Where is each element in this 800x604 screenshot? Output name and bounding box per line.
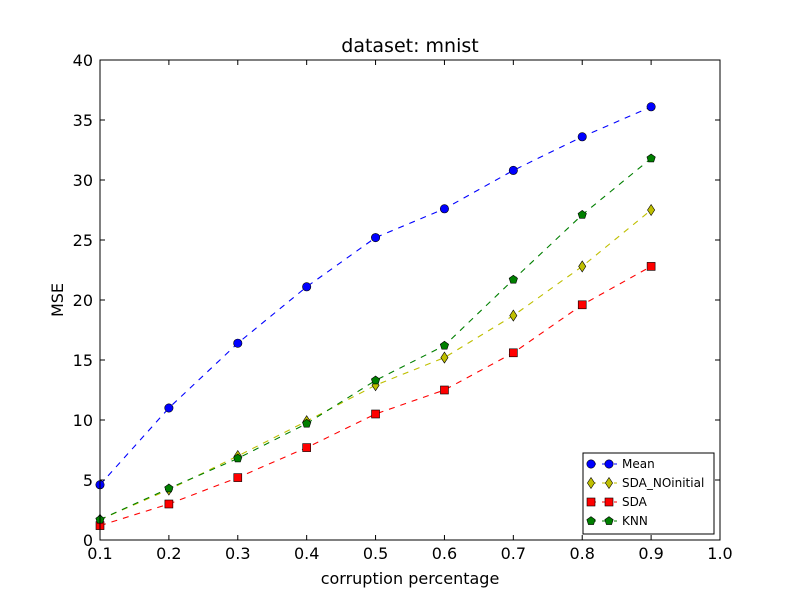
x-tick-label: 0.2 — [156, 544, 181, 563]
data-point-mean — [371, 233, 381, 243]
legend-marker-knn — [604, 516, 614, 525]
data-point-mean — [164, 403, 174, 413]
data-point-sda — [233, 473, 243, 482]
data-point-sda — [509, 348, 518, 358]
legend-marker-mean — [586, 459, 596, 469]
data-point-sda — [302, 443, 311, 452]
data-point-knn — [646, 153, 656, 163]
data-point-knn — [577, 210, 587, 219]
y-tick-label: 0 — [83, 531, 93, 550]
data-point-knn — [233, 453, 243, 463]
x-tick-label: 0.6 — [432, 544, 457, 563]
x-tick-label: 0.7 — [501, 544, 526, 563]
data-point-sda — [577, 300, 587, 310]
data-point-sda-noinitial — [440, 351, 449, 364]
y-tick-label: 30 — [73, 171, 93, 190]
x-tick-label: 0.1 — [87, 544, 112, 563]
data-point-knn — [439, 340, 449, 350]
chart-title: dataset: mnist — [341, 35, 478, 57]
legend-marker-sda — [604, 497, 614, 507]
legend-label-sda: SDA — [622, 495, 648, 509]
data-point-mean — [508, 165, 518, 175]
y-tick-label: 10 — [73, 411, 93, 430]
data-point-mean — [577, 132, 587, 142]
series-line-sda-noinitial — [99, 209, 652, 521]
legend-label-mean: Mean — [622, 457, 655, 471]
x-tick-label: 0.3 — [225, 544, 250, 563]
series-line-knn — [99, 157, 652, 521]
legend-marker-sda-noinitial — [605, 476, 613, 490]
x-axis-title: corruption percentage — [321, 569, 500, 588]
legend-marker-mean — [604, 459, 614, 469]
x-tick-label: 0.9 — [638, 544, 663, 563]
data-point-mean — [302, 282, 312, 292]
legend-label-knn: KNN — [622, 514, 648, 528]
data-point-mean — [439, 204, 449, 214]
data-point-knn — [508, 274, 518, 284]
series-line-mean — [99, 106, 652, 486]
legend-label-sda-noinitial: SDA_NOinitial — [622, 476, 704, 490]
y-tick-label: 40 — [73, 51, 93, 70]
legend-box — [582, 452, 715, 535]
data-point-sda — [371, 409, 380, 419]
y-tick-label: 5 — [83, 471, 93, 490]
series-markers — [95, 102, 656, 530]
y-tick-label: 15 — [73, 351, 93, 370]
data-point-knn — [302, 418, 312, 428]
legend: Mean SDA_NOinitial SDA KNN — [582, 452, 715, 535]
legend-marker-knn — [586, 516, 596, 525]
y-tick-label: 35 — [73, 111, 93, 130]
x-tick-label: 0.5 — [363, 544, 388, 563]
legend-marker-sda-noinitial — [587, 476, 595, 490]
data-point-knn — [164, 483, 174, 493]
axis-ticks: 0.1 0.2 0.3 0.4 0.5 0.6 0.7 0.8 0.9 1.0 0 5 10 15 20 25… — [73, 51, 733, 563]
series-line-sda — [99, 265, 652, 527]
y-axis-title: MSE — [48, 283, 67, 317]
data-point-sda — [440, 385, 449, 395]
y-tick-label: 20 — [73, 291, 93, 310]
data-point-sda-noinitial — [509, 309, 518, 322]
x-tick-label: 0.8 — [569, 544, 594, 563]
data-point-sda-noinitial — [647, 203, 656, 217]
legend-marker-sda — [586, 497, 596, 507]
data-point-sda-noinitial — [578, 260, 587, 273]
series-lines — [99, 106, 652, 527]
x-tick-label: 1.0 — [707, 544, 732, 563]
y-tick-label: 25 — [73, 231, 93, 250]
data-point-mean — [233, 338, 243, 348]
data-point-mean — [646, 102, 656, 112]
data-point-knn — [371, 375, 381, 385]
data-point-sda — [646, 262, 656, 271]
x-tick-label: 0.4 — [294, 544, 319, 563]
data-point-sda — [164, 499, 174, 509]
